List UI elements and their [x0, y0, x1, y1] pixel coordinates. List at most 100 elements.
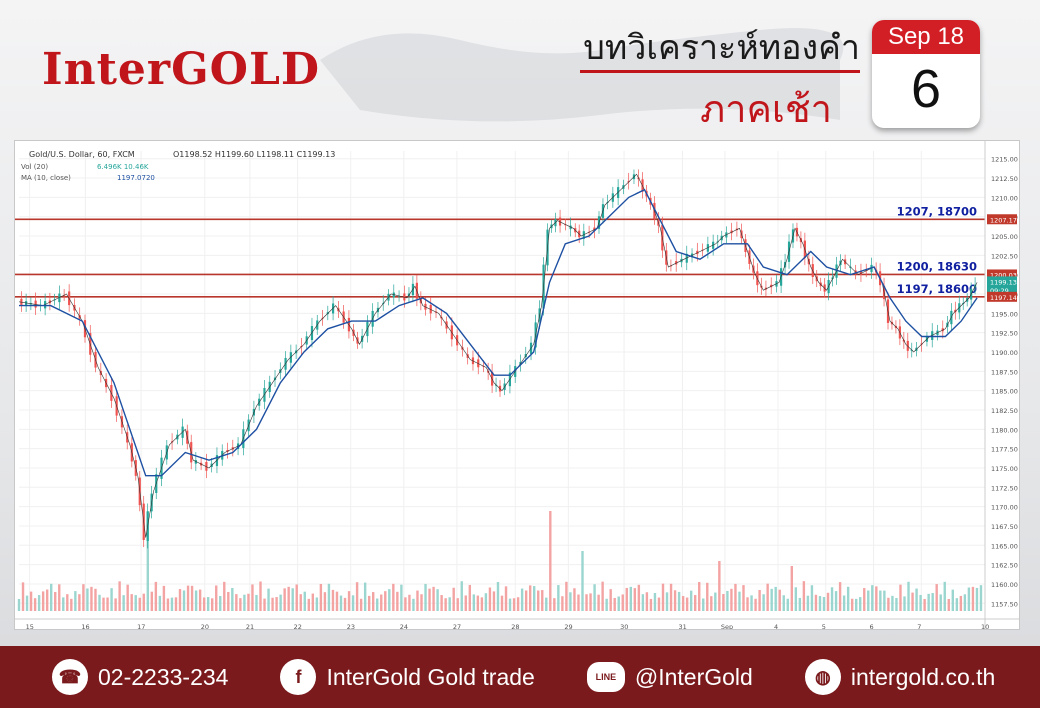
volume-bar: [633, 588, 637, 611]
volume-bar: [335, 591, 339, 611]
ma-line: [19, 188, 978, 477]
volume-bar: [782, 595, 785, 611]
volume-bar: [223, 581, 226, 611]
price-candles: [20, 169, 977, 549]
support-resistance-levels: 1207, 18700 1200, 18630 1197, 18600: [15, 204, 985, 298]
volume-bar: [476, 595, 480, 611]
y-tick-label: 1185.00: [991, 388, 1018, 396]
volume-bar: [939, 594, 942, 611]
volume-bar: [17, 599, 21, 611]
volume-bar: [158, 595, 162, 611]
volume-bar: [380, 594, 383, 611]
volume-bar: [492, 591, 496, 611]
volume-bar: [126, 584, 129, 611]
volume-bar: [585, 594, 588, 611]
x-tick-label: 6: [870, 623, 874, 629]
volume-bar: [33, 598, 37, 611]
volume-bar: [86, 588, 89, 611]
price-tag-label: 09:29: [990, 287, 1009, 295]
x-tick-label: 15: [26, 623, 34, 629]
volume-bar: [122, 595, 125, 611]
volume-bar: [742, 585, 745, 611]
volume-bar: [412, 598, 415, 611]
candle-body: [205, 461, 208, 471]
volume-bar: [625, 587, 628, 611]
volume-bar: [702, 598, 705, 611]
volume-bar: [786, 598, 789, 611]
volume-bar: [142, 593, 145, 611]
volume-bar: [231, 587, 234, 611]
volume-bar: [186, 585, 190, 611]
volume-bar: [227, 591, 230, 611]
volume-bar: [512, 598, 516, 611]
volume-bar: [170, 597, 174, 611]
volume-bar: [794, 587, 798, 611]
volume-bar: [641, 594, 645, 611]
volume-bar: [871, 585, 874, 611]
facebook-contact[interactable]: f InterGold Gold trade: [280, 659, 535, 695]
volume-bar: [66, 594, 69, 611]
volume-bar: [565, 581, 568, 611]
website-contact[interactable]: ◍ intergold.co.th: [804, 659, 995, 695]
volume-bar: [420, 594, 423, 611]
volume-bar: [516, 597, 520, 611]
x-tick-label: 23: [347, 623, 355, 629]
volume-bar: [355, 582, 359, 611]
price-tag-box: [987, 285, 1017, 296]
volume-bar: [959, 595, 963, 611]
candle-body: [675, 261, 678, 265]
volume-bar: [166, 598, 170, 611]
volume-bar: [154, 581, 158, 611]
calendar-month: Sep 18: [872, 20, 980, 54]
volume-bar: [392, 583, 395, 611]
volume-bar: [943, 581, 946, 611]
volume-bar: [130, 594, 133, 611]
legend-symbol: Gold/U.S. Dollar, 60, FXCM: [29, 150, 135, 159]
volume-bar: [400, 584, 403, 611]
volume-bar: [106, 597, 109, 611]
y-tick-label: 1195.00: [991, 310, 1018, 318]
volume-bar: [593, 584, 596, 611]
session-subtitle: ภาคเช้า: [700, 87, 832, 131]
y-tick-label: 1157.50: [991, 600, 1018, 608]
y-tick-label: 1167.50: [991, 523, 1018, 531]
y-tick-label: 1215.00: [991, 156, 1018, 164]
chart-legend: Gold/U.S. Dollar, 60, FXCM O1198.52 H119…: [21, 150, 335, 182]
volume-bar: [432, 586, 435, 611]
volume-bar: [279, 594, 282, 611]
candle-body: [58, 293, 61, 303]
volume-bar: [460, 581, 463, 611]
line-contact[interactable]: LINE @InterGold: [586, 662, 753, 692]
volume-bar: [488, 587, 492, 611]
volume-bar: [802, 581, 806, 611]
volume-bar: [955, 598, 959, 611]
volume-bar: [850, 598, 854, 611]
volume-bar: [766, 583, 769, 611]
price-chart: 1207, 18700 1200, 18630 1197, 18600 1215.0…: [14, 140, 1020, 631]
volume-bar: [895, 597, 898, 611]
volume-bar: [903, 596, 906, 611]
volume-bar: [37, 595, 41, 611]
volume-bar: [637, 584, 641, 611]
x-tick-label: 16: [81, 623, 89, 629]
volume-bar: [211, 598, 214, 611]
volume-bar: [343, 597, 347, 611]
volume-bar: [98, 594, 101, 611]
phone-contact[interactable]: ☎ 02-2233-234: [52, 659, 228, 695]
chart-svg: 1207, 18700 1200, 18630 1197, 18600 1215.0…: [15, 141, 1019, 631]
volume-bar: [247, 593, 250, 611]
volume-bar: [194, 590, 198, 611]
volume-bar: [118, 581, 121, 611]
volume-bar: [440, 595, 443, 611]
volume-bar: [549, 511, 552, 611]
volume-bar: [267, 588, 270, 611]
volume-bar: [915, 588, 918, 611]
volume-bar: [971, 586, 975, 611]
volume-bar: [830, 587, 834, 611]
volume-bar: [859, 597, 862, 611]
volume-bar: [404, 597, 407, 611]
candle-body: [482, 366, 485, 368]
volume-bar: [770, 588, 773, 611]
volume-bar: [730, 588, 733, 611]
